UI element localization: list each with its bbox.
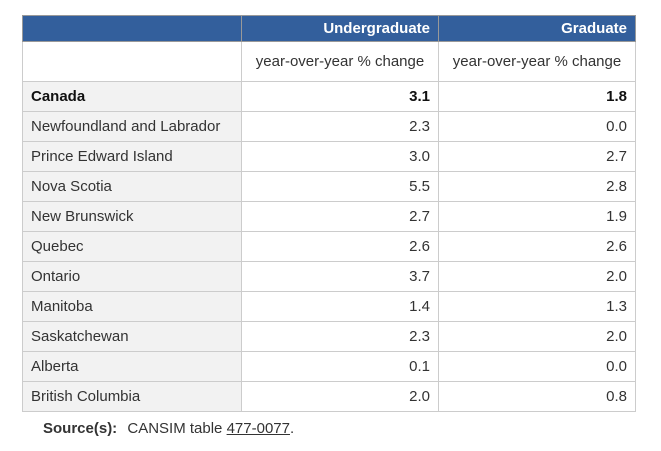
value-cell: 0.1: [241, 351, 439, 382]
table-row: Nova Scotia 5.5 2.8: [22, 171, 636, 202]
source-label: Source(s):: [43, 420, 118, 437]
header-cell: Graduate: [438, 15, 636, 42]
row-label: Saskatchewan: [22, 321, 242, 352]
row-label: Quebec: [22, 231, 242, 262]
subheader-cell: [22, 41, 242, 82]
source-link[interactable]: 477-0077: [226, 420, 290, 437]
value-cell: 0.0: [438, 111, 636, 142]
table-row: Saskatchewan 2.3 2.0: [22, 321, 636, 352]
header-cell: Undergraduate: [241, 15, 439, 42]
table-row: Ontario 3.7 2.0: [22, 261, 636, 292]
table-row: New Brunswick 2.7 1.9: [22, 201, 636, 232]
row-label: British Columbia: [22, 381, 242, 412]
row-label: Canada: [22, 81, 242, 112]
header-row: Undergraduate Graduate: [22, 15, 636, 42]
source-text: CANSIM table: [127, 420, 223, 437]
table-row: Alberta 0.1 0.0: [22, 351, 636, 382]
value-cell: 1.3: [438, 291, 636, 322]
data-table: Undergraduate Graduate year-over-year % ch…: [22, 15, 636, 412]
value-cell: 2.6: [438, 231, 636, 262]
value-cell: 2.8: [438, 171, 636, 202]
table-row: Canada 3.1 1.8: [22, 81, 636, 112]
row-label: Nova Scotia: [22, 171, 242, 202]
row-label: Manitoba: [22, 291, 242, 322]
value-cell: 2.6: [241, 231, 439, 262]
value-cell: 2.7: [438, 141, 636, 172]
value-cell: 2.0: [241, 381, 439, 412]
row-label: New Brunswick: [22, 201, 242, 232]
row-label: Newfoundland and Labrador: [22, 111, 242, 142]
table-row: Prince Edward Island 3.0 2.7: [22, 141, 636, 172]
table-row: Newfoundland and Labrador 2.3 0.0: [22, 111, 636, 142]
table-body: Undergraduate Graduate year-over-year % ch…: [22, 15, 636, 412]
value-cell: 3.0: [241, 141, 439, 172]
value-cell: 2.7: [241, 201, 439, 232]
source-note: Source(s): CANSIM table 477-0077.: [43, 419, 294, 439]
header-cell: [22, 15, 242, 42]
subheader-cell: year-over-year % change: [241, 41, 439, 82]
value-cell: 3.7: [241, 261, 439, 292]
row-label: Prince Edward Island: [22, 141, 242, 172]
value-cell: 1.8: [438, 81, 636, 112]
value-cell: 5.5: [241, 171, 439, 202]
row-label: Ontario: [22, 261, 242, 292]
subheader-row: year-over-year % change year-over-year % …: [22, 41, 636, 82]
value-cell: 2.0: [438, 321, 636, 352]
table-row: Manitoba 1.4 1.3: [22, 291, 636, 322]
value-cell: 0.0: [438, 351, 636, 382]
value-cell: 1.4: [241, 291, 439, 322]
source-suffix: .: [289, 420, 295, 437]
subheader-cell: year-over-year % change: [438, 41, 636, 82]
value-cell: 0.8: [438, 381, 636, 412]
value-cell: 2.3: [241, 111, 439, 142]
value-cell: 2.0: [438, 261, 636, 292]
row-label: Alberta: [22, 351, 242, 382]
value-cell: 3.1: [241, 81, 439, 112]
value-cell: 2.3: [241, 321, 439, 352]
value-cell: 1.9: [438, 201, 636, 232]
table-row: Quebec 2.6 2.6: [22, 231, 636, 262]
table-row: British Columbia 2.0 0.8: [22, 381, 636, 412]
